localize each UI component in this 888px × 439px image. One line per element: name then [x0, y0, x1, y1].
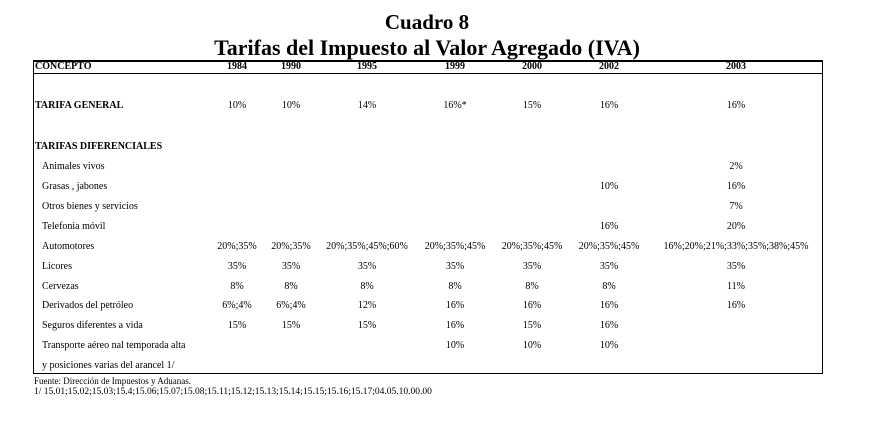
- cell-value: 2%: [729, 161, 743, 172]
- column-header: CONCEPTO: [35, 61, 92, 72]
- cell-value: 7%: [729, 201, 743, 212]
- source-note: Fuente: Dirección de Impuestos y Aduanas…: [34, 376, 191, 386]
- cell-value: 8%: [284, 281, 298, 292]
- cell-value: 20%;35%;45%: [578, 241, 640, 252]
- cell-value: 35%: [357, 261, 377, 272]
- table-left-rule: [33, 60, 34, 374]
- cell-value: 16%: [445, 300, 465, 311]
- cell-value: 16%: [726, 300, 746, 311]
- table-bottom-rule: [33, 373, 823, 374]
- row-label: Cervezas: [42, 281, 79, 292]
- cell-value: 10%: [599, 181, 619, 192]
- header-rule: [33, 73, 823, 74]
- row-label: Derivados del petróleo: [42, 300, 134, 311]
- cell-value: 15%: [227, 320, 247, 331]
- cell-value: 20%;35%;45%;60%: [326, 241, 408, 252]
- cell-value: 11%: [727, 281, 745, 292]
- row-label: Otros bienes y servicios: [42, 201, 138, 212]
- column-header: 1990: [281, 61, 301, 72]
- cell-value: 16%: [599, 221, 619, 232]
- column-header: 2002: [599, 61, 619, 72]
- cell-value: 8%: [525, 281, 539, 292]
- column-header: 2000: [522, 61, 542, 72]
- row-label: Animales vivos: [42, 161, 105, 172]
- cell-value: 10%: [281, 100, 301, 111]
- cell-value: 10%: [599, 340, 619, 351]
- cell-value: 16%: [726, 100, 746, 111]
- cell-value: 8%: [448, 281, 462, 292]
- cell-value: 20%;35%;45%: [424, 241, 486, 252]
- row-label: Transporte aéreo nal temporada alta: [42, 340, 186, 351]
- cell-value: 35%: [445, 261, 465, 272]
- cell-value: 35%: [227, 261, 247, 272]
- cell-value: 20%;35%: [217, 241, 257, 252]
- row-label: Grasas , jabones: [42, 181, 108, 192]
- footnote: 1/ 15.01;15.02;15.03;15.4;15.06;15.07;15…: [34, 387, 432, 397]
- row-label: Seguros diferentes a vida: [42, 320, 143, 331]
- table-right-rule: [822, 60, 823, 374]
- column-header: 1995: [357, 61, 377, 72]
- cell-value: 35%: [599, 261, 619, 272]
- cell-value: 16%: [445, 320, 465, 331]
- row-label: Licores: [42, 261, 72, 272]
- cell-value: 16%: [599, 320, 619, 331]
- row-label: Automotores: [42, 241, 95, 252]
- cell-value: 12%: [357, 300, 377, 311]
- cell-value: 20%;35%;45%: [501, 241, 563, 252]
- cell-value: 6%;4%: [276, 300, 306, 311]
- cell-value: 16%: [522, 300, 542, 311]
- cell-value: 20%: [726, 221, 746, 232]
- cell-value: 20%;35%: [271, 241, 311, 252]
- cell-value: 16%: [599, 300, 619, 311]
- title: Cuadro 8: [384, 10, 470, 34]
- subtitle: Tarifas del Impuesto al Valor Agregado (…: [214, 35, 640, 60]
- cell-value: 8%: [230, 281, 244, 292]
- cell-value: 15%: [522, 100, 542, 111]
- column-header: 1999: [445, 61, 465, 72]
- cell-value: 8%: [602, 281, 616, 292]
- cell-value: 16%: [599, 100, 619, 111]
- cell-value: 15%: [357, 320, 377, 331]
- cell-value: 35%: [281, 261, 301, 272]
- cell-value: 16%;20%;21%;33%;35%;38%;45%: [663, 241, 809, 252]
- cell-value: 16%: [726, 181, 746, 192]
- cell-value: 6%;4%: [222, 300, 252, 311]
- cell-value: 15%: [281, 320, 301, 331]
- cell-value: 16%*: [443, 100, 467, 111]
- cell-value: 35%: [726, 261, 746, 272]
- cell-value: 10%: [227, 100, 247, 111]
- cell-value: 15%: [522, 320, 542, 331]
- table-top-rule: [33, 60, 823, 62]
- cell-value: 14%: [357, 100, 377, 111]
- column-header: 1984: [227, 61, 247, 72]
- row-label: Telefonia móvil: [42, 221, 106, 232]
- section-label: TARIFAS DIFERENCIALES: [35, 141, 163, 152]
- cell-value: 10%: [522, 340, 542, 351]
- cell-value: 8%: [360, 281, 374, 292]
- section-label: TARIFA GENERAL: [35, 100, 124, 111]
- row-label: y posiciones varias del arancel 1/: [42, 360, 175, 371]
- cell-value: 35%: [522, 261, 542, 272]
- cell-value: 10%: [445, 340, 465, 351]
- column-header: 2003: [726, 61, 746, 72]
